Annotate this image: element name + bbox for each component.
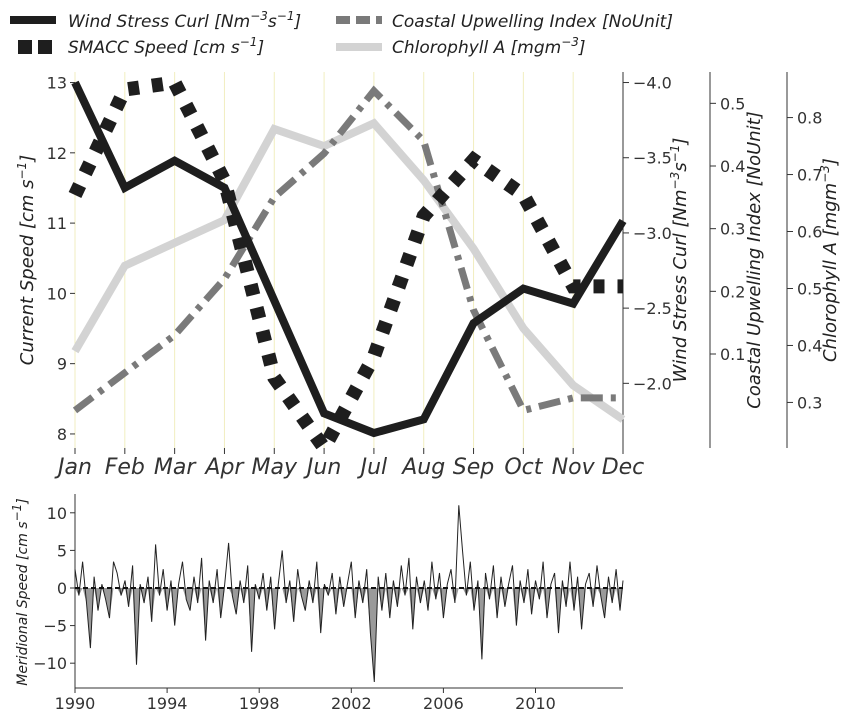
meridional-speed-line bbox=[74, 505, 624, 683]
meridional-speed-axis-label: Meridional Speed [cm s−1] bbox=[10, 498, 31, 686]
chlorophyll-axis-label: Chlorophyll A [mgm−3] bbox=[818, 158, 841, 362]
bottom-panel-axes: 10 5 0 −5 −10 1990 1994 1998 2002 2006 2010 bbox=[33, 494, 623, 709]
left-tick-label: 10 bbox=[47, 284, 67, 303]
x-tick-label-nov: Nov bbox=[552, 455, 596, 480]
legend-label-wind-stress-curl: Wind Stress Curl [Nm−3s−1] bbox=[68, 9, 301, 32]
bottom-y-tick-label: 0 bbox=[57, 579, 67, 598]
bottom-panel-series bbox=[74, 505, 624, 683]
x-tick-label-jan: Jan bbox=[54, 455, 92, 480]
right1-tick-label: −2.0 bbox=[633, 374, 672, 393]
right3-tick-label: 0.3 bbox=[797, 393, 822, 412]
series-line-coastal-upwelling-index bbox=[72, 85, 623, 415]
legend-swatch-smacc-speed-2 bbox=[38, 40, 52, 54]
x-tick-label-mar: Mar bbox=[154, 455, 197, 480]
x-tick-label-jun: Jun bbox=[303, 455, 341, 480]
x-tick-label-apr: Apr bbox=[203, 455, 245, 480]
bottom-x-tick-label: 1990 bbox=[55, 694, 96, 709]
wind-stress-curl-axis-label: Wind Stress Curl [Nm−3s−1] bbox=[668, 138, 691, 383]
bottom-y-tick-label: 5 bbox=[57, 541, 67, 560]
x-tick-label-feb: Feb bbox=[105, 455, 145, 480]
legend-swatch-smacc-speed bbox=[18, 40, 32, 54]
x-tick-label-jul: Jul bbox=[357, 455, 388, 480]
right3-tick-label: 0.5 bbox=[797, 279, 822, 298]
bottom-x-tick-label: 1998 bbox=[239, 694, 280, 709]
left-axis-label: Current Speed [cm s−1] bbox=[15, 155, 38, 365]
x-tick-label-dec: Dec bbox=[602, 455, 645, 480]
legend: Wind Stress Curl [Nm−3s−1] Coastal Upwel… bbox=[10, 9, 673, 58]
bottom-y-tick-label: −5 bbox=[43, 617, 67, 636]
left-tick-label: 8 bbox=[57, 425, 67, 444]
legend-label-chlorophyll-a: Chlorophyll A [mgm−3] bbox=[392, 35, 586, 58]
right2-tick-label: 0.4 bbox=[720, 157, 745, 176]
bottom-x-tick-label: 1994 bbox=[147, 694, 188, 709]
right1-tick-label: −4.0 bbox=[633, 74, 672, 93]
left-tick-label: 9 bbox=[57, 355, 67, 374]
left-tick-label: 11 bbox=[47, 214, 67, 233]
right3-tick-label: 0.6 bbox=[797, 223, 822, 242]
left-tick-label: 13 bbox=[47, 74, 67, 93]
legend-label-coastal-upwelling-index: Coastal Upwelling Index [NoUnit] bbox=[392, 12, 673, 32]
right1-tick-label: −3.0 bbox=[633, 224, 672, 243]
top-panel-series bbox=[68, 74, 627, 462]
bottom-y-tick-label: 10 bbox=[47, 504, 67, 523]
right1-tick-label: −3.5 bbox=[633, 149, 672, 168]
x-tick-label-aug: Aug bbox=[400, 455, 445, 480]
right3-tick-label: 0.4 bbox=[797, 336, 822, 355]
meridional-negative-fill bbox=[75, 588, 623, 682]
bottom-x-tick-label: 2010 bbox=[515, 694, 556, 709]
x-tick-label-may: May bbox=[252, 455, 298, 480]
right3-tick-label: 0.8 bbox=[797, 109, 822, 128]
right2-tick-label: 0.3 bbox=[720, 220, 745, 239]
series-line-chlorophyll-a bbox=[71, 118, 626, 423]
coastal-upwelling-axis-label: Coastal Upwelling Index [NoUnit] bbox=[744, 111, 765, 409]
bottom-x-tick-label: 2006 bbox=[423, 694, 464, 709]
bottom-y-tick-label: −10 bbox=[33, 654, 67, 673]
x-tick-label-oct: Oct bbox=[504, 455, 543, 480]
series-line-wind-stress-curl bbox=[71, 80, 627, 438]
right3-tick-label: 0.7 bbox=[797, 166, 822, 185]
right1-tick-label: −2.5 bbox=[633, 299, 672, 318]
bottom-x-tick-label: 2002 bbox=[331, 694, 372, 709]
right2-tick-label: 0.2 bbox=[720, 282, 745, 301]
legend-label-smacc-speed: SMACC Speed [cm s−1] bbox=[68, 35, 264, 58]
top-panel-axes: Jan Feb Mar Apr May Jun Jul Aug Sep Oct Nov Dec 8 9 10… bbox=[47, 72, 822, 480]
left-tick-label: 12 bbox=[47, 144, 67, 163]
x-tick-label-sep: Sep bbox=[453, 455, 494, 480]
right2-tick-label: 0.5 bbox=[720, 94, 745, 113]
right2-tick-label: 0.1 bbox=[720, 345, 745, 364]
